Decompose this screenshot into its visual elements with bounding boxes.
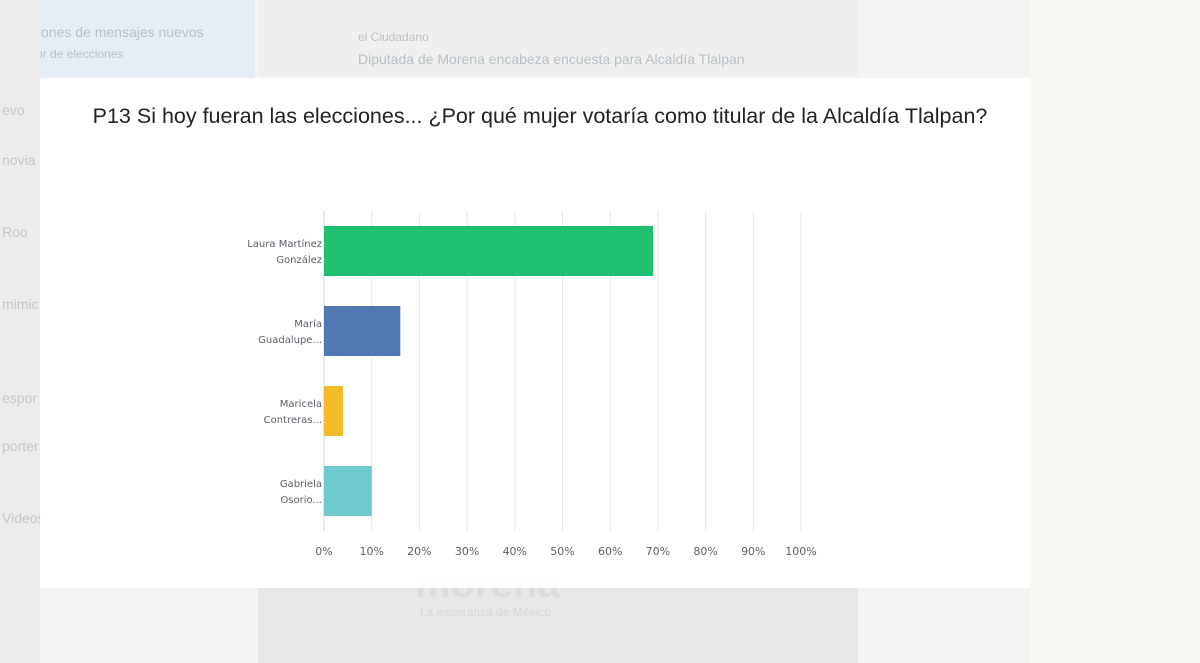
x-tick-label: 90% [741, 545, 765, 558]
sidebar-item[interactable]: mimic [2, 296, 39, 312]
chart-overlay: P13 Si hoy fueran las elecciones... ¿Por… [40, 78, 1030, 588]
article-source: el Ciudadano [358, 30, 429, 44]
bar [324, 466, 372, 516]
sidebar-item[interactable]: novia [2, 152, 36, 168]
sidebar-item[interactable]: porter [2, 438, 39, 454]
x-tick-label: 20% [407, 545, 431, 558]
notification-line-1: ificaciones de mensajes nuevos [6, 24, 204, 40]
sidebar-item[interactable]: evo [2, 102, 25, 118]
category-label: Contreras... [264, 415, 322, 426]
x-tick-label: 100% [785, 545, 816, 558]
x-tick-label: 40% [503, 545, 527, 558]
x-tick-label: 70% [646, 545, 670, 558]
category-label: María [294, 318, 322, 330]
sidebar-item[interactable]: Videos [2, 510, 45, 526]
category-label: Laura Martínez [247, 238, 322, 250]
bar [324, 226, 654, 276]
category-label: Gabriela [280, 479, 322, 490]
article-header[interactable] [258, 0, 858, 76]
bar [324, 386, 344, 436]
category-label: González [276, 254, 322, 266]
category-label: Osorio... [280, 495, 322, 506]
x-tick-label: 10% [359, 545, 383, 558]
x-tick-label: 0% [315, 545, 332, 558]
chart-title: P13 Si hoy fueran las elecciones... ¿Por… [92, 104, 988, 128]
category-label: Guadalupe... [258, 335, 322, 346]
x-tick-label: 30% [455, 545, 479, 558]
notification-panel[interactable] [0, 0, 255, 78]
bar-chart: 0% 10% 20% 30% 40% 50% 60% 70% 80% 90% 100% Laura M… [247, 211, 817, 558]
article-headline[interactable]: Diputada de Morena encabeza encuesta par… [358, 51, 745, 67]
party-logo-tagline: La esperanza de México [420, 605, 551, 619]
sidebar-item[interactable]: espor [2, 390, 38, 406]
left-sidebar [0, 0, 40, 663]
right-margin [1030, 0, 1200, 663]
category-label: Maricela [280, 399, 322, 410]
x-tick-label: 60% [598, 545, 622, 558]
sidebar-item[interactable]: Roo [2, 224, 28, 240]
bar [324, 306, 401, 356]
x-tick-label: 80% [693, 545, 717, 558]
x-tick-label: 50% [550, 545, 574, 558]
